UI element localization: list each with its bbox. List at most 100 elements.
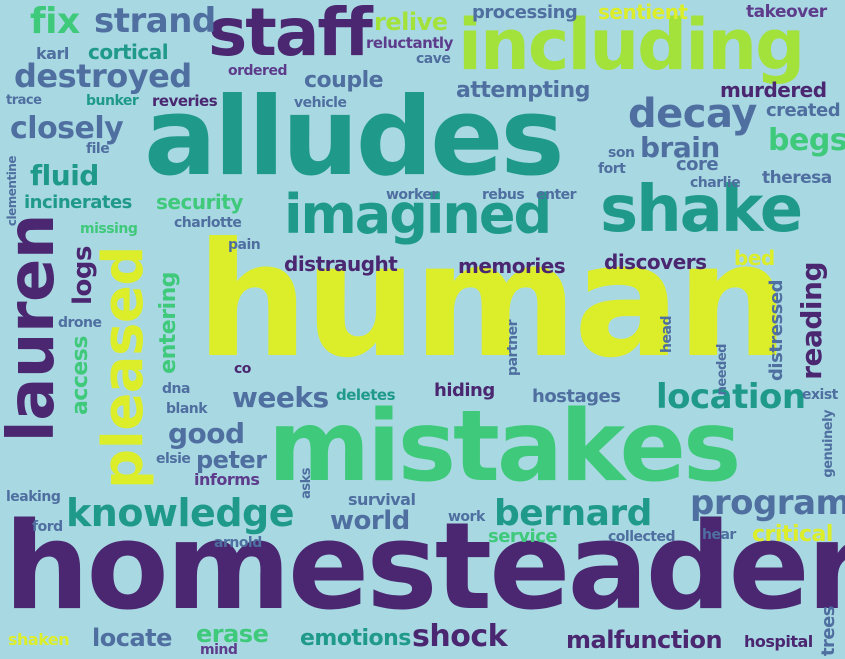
word-core: core	[676, 154, 719, 175]
word-blank: blank	[166, 401, 208, 417]
word-exist: exist	[802, 387, 838, 403]
word-karl: karl	[36, 44, 69, 63]
word-hospital: hospital	[744, 632, 813, 651]
word-collected: collected	[608, 529, 676, 545]
word-ordered: ordered	[228, 63, 287, 79]
word-partner: partner	[505, 320, 521, 376]
word-clementine: clementine	[5, 156, 19, 227]
word-co: co	[234, 361, 251, 377]
word-logs: logs	[68, 246, 98, 305]
word-bunker: bunker	[86, 93, 139, 109]
word-access: access	[68, 336, 93, 416]
word-mistakes: mistakes	[268, 390, 741, 504]
word-knowledge: knowledge	[66, 491, 295, 535]
word-attempting: attempting	[456, 78, 590, 103]
word-asks: asks	[299, 468, 314, 499]
word-incinerates: incinerates	[24, 192, 132, 213]
word-charlotte: charlotte	[174, 215, 242, 231]
word-shaken: shaken	[8, 630, 70, 649]
word-takeover: takeover	[746, 2, 827, 22]
word-son: son	[608, 145, 635, 161]
word-reluctantly: reluctantly	[366, 34, 453, 52]
word-brain: brain	[640, 131, 720, 164]
word-pleased: pleased	[91, 246, 156, 489]
word-human: human	[196, 209, 789, 393]
word-deletes: deletes	[336, 386, 396, 404]
word-cave: cave	[416, 51, 451, 67]
word-charlie: charlie	[690, 175, 741, 191]
word-entering: entering	[156, 272, 181, 374]
word-work: work	[448, 509, 485, 525]
word-shake: shake	[600, 173, 803, 247]
word-dna: dna	[162, 381, 190, 397]
word-staff: staff	[208, 0, 373, 71]
word-peter: peter	[196, 446, 267, 474]
word-file: file	[86, 141, 110, 157]
word-location: location	[656, 377, 806, 417]
word-created: created	[766, 100, 841, 121]
word-theresa: theresa	[762, 168, 832, 188]
word-processing: processing	[472, 2, 578, 23]
word-fix: fix	[30, 1, 80, 42]
word-security: security	[156, 190, 243, 214]
word-genuinely: genuinely	[821, 410, 836, 478]
word-bernard: bernard	[494, 493, 652, 534]
word-malfunction: malfunction	[566, 626, 723, 654]
word-pain: pain	[228, 237, 261, 253]
word-memories: memories	[458, 254, 566, 278]
word-missing: missing	[80, 221, 138, 237]
word-emotions: emotions	[300, 626, 411, 651]
word-including: including	[458, 4, 805, 86]
word-fluid: fluid	[30, 159, 99, 192]
word-drone: drone	[58, 315, 102, 331]
word-critical: critical	[752, 522, 833, 547]
word-trace: trace	[6, 93, 42, 108]
word-leaking: leaking	[6, 489, 61, 505]
word-lauren: lauren	[0, 214, 69, 443]
word-elsie: elsie	[156, 451, 191, 467]
word-cortical: cortical	[88, 40, 169, 64]
word-strand: strand	[94, 1, 216, 41]
word-good: good	[168, 417, 245, 450]
word-arnold: arnold	[214, 535, 262, 551]
word-reading: reading	[795, 262, 828, 380]
word-world: world	[330, 506, 410, 536]
word-homesteader: homesteader	[4, 498, 845, 637]
word-distressed: distressed	[766, 280, 787, 381]
word-program: program	[690, 483, 845, 523]
word-hear: hear	[702, 527, 736, 543]
word-hiding: hiding	[434, 380, 495, 401]
word-head: head	[659, 316, 675, 353]
word-decay: decay	[628, 91, 757, 137]
word-worker: worker	[386, 187, 438, 203]
word-reveries: reveries	[152, 92, 218, 110]
word-begs: begs	[768, 123, 845, 158]
word-ford: ford	[32, 519, 63, 535]
word-survival: survival	[348, 490, 416, 509]
word-locate: locate	[92, 624, 172, 652]
word-bed: bed	[734, 246, 775, 270]
word-fort: fort	[598, 161, 626, 177]
word-murdered: murdered	[720, 78, 827, 102]
word-needed: needed	[715, 344, 730, 396]
word-vehicle: vehicle	[294, 95, 347, 111]
word-couple: couple	[304, 68, 384, 93]
word-informs: informs	[194, 470, 260, 489]
word-distraught: distraught	[284, 252, 398, 276]
word-enter: enter	[536, 187, 577, 203]
word-rebus: rebus	[482, 187, 525, 203]
word-mind: mind	[200, 642, 238, 658]
word-imagined: imagined	[284, 183, 552, 246]
word-trees: trees	[818, 606, 839, 657]
word-closely: closely	[10, 111, 124, 146]
word-hostages: hostages	[532, 386, 621, 407]
word-relive: relive	[374, 8, 448, 36]
word-shock: shock	[412, 619, 508, 654]
word-discovers: discovers	[604, 250, 707, 274]
word-alludes: alludes	[144, 75, 565, 200]
word-erase: erase	[196, 620, 269, 648]
word-destroyed: destroyed	[14, 57, 192, 95]
word-service: service	[488, 526, 558, 547]
word-sentient: sentient	[598, 0, 688, 24]
